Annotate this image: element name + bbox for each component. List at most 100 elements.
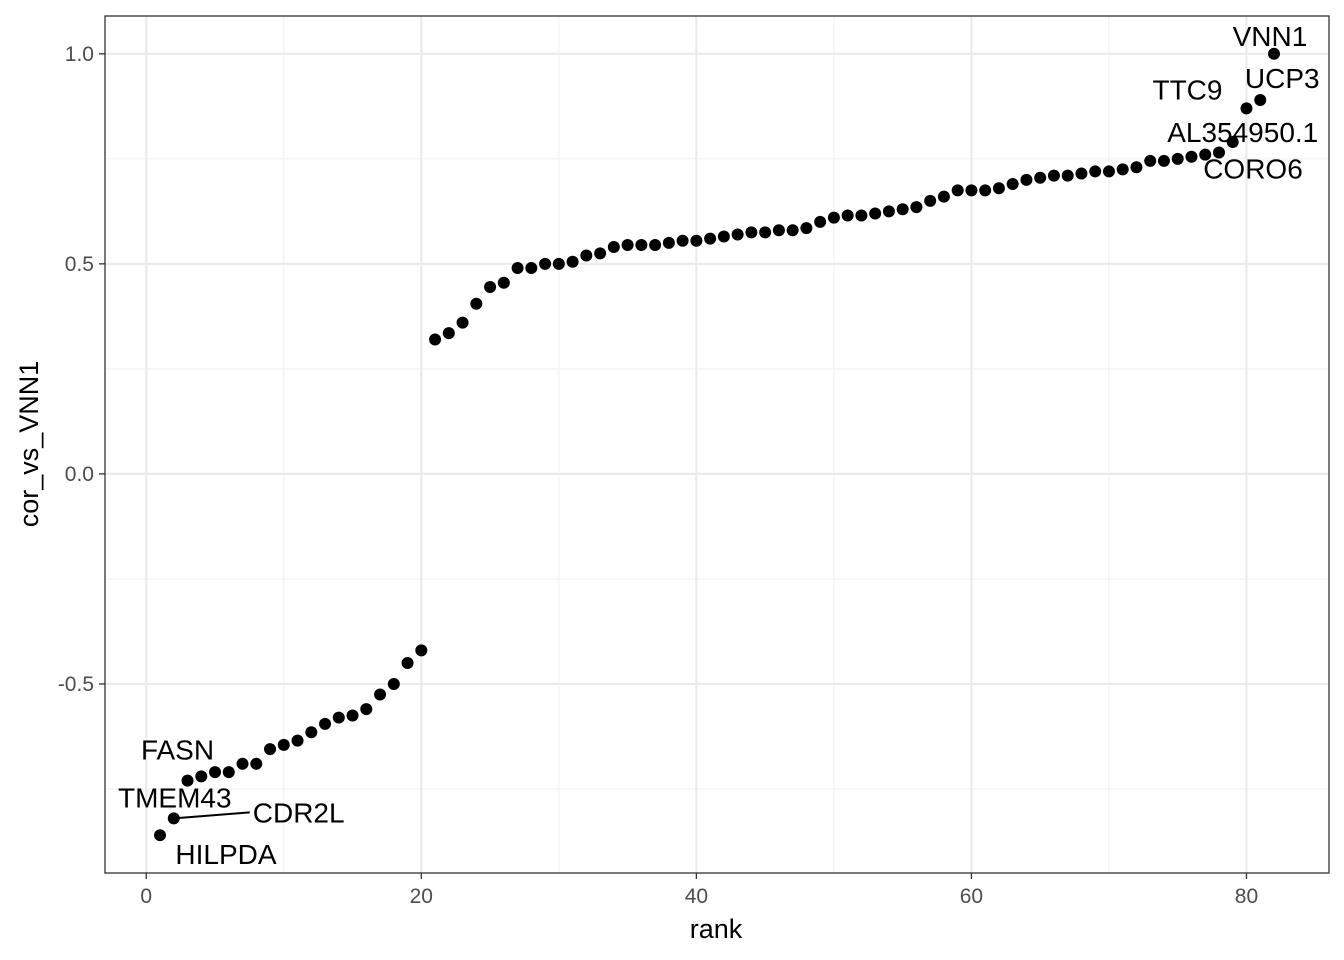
data-point [511,262,524,275]
x-tick-label: 20 [410,885,433,908]
data-point [759,226,772,239]
data-point [745,226,758,239]
data-point [1144,154,1157,167]
panel-border [104,15,1330,874]
data-point [717,230,730,243]
data-point [786,224,799,237]
data-point [621,238,634,251]
data-point [1061,169,1074,182]
data-point [415,644,428,657]
data-point [827,211,840,224]
x-tick-label: 40 [685,885,708,908]
point-label: UCP3 [1245,63,1320,94]
data-point [222,766,235,779]
data-point [484,280,497,293]
data-point [332,711,345,724]
data-point [566,255,579,268]
data-point [1130,161,1143,174]
point-label: CDR2L [253,797,345,828]
data-point [1102,165,1115,178]
data-point [346,709,359,722]
label-leader-lines [173,811,250,820]
data-point [704,232,717,245]
data-point [1171,152,1184,165]
label-leader-line [173,811,250,820]
x-tick-label: 60 [960,885,983,908]
data-point [951,184,964,197]
point-label: AL354950.1 [1167,117,1318,148]
data-point [855,209,868,222]
data-point [1185,150,1198,163]
point-label: TMEM43 [118,782,232,813]
data-point [456,316,469,329]
data-point [1116,163,1129,176]
x-axis: 0 20 40 60 80 [140,873,1258,908]
data-point [291,734,304,747]
y-axis-title: cor_vs_VNN1 [14,361,44,528]
data-point [869,207,882,220]
data-point [442,327,455,340]
data-point [910,201,923,214]
data-point [305,726,318,739]
data-point [924,194,937,207]
data-point [209,766,222,779]
data-point [264,743,277,756]
data-point [841,209,854,222]
data-point [676,234,689,247]
data-point [607,241,620,254]
x-tick-label: 0 [140,885,152,908]
y-tick-label: 1.0 [65,43,94,66]
point-label: FASN [141,735,214,766]
data-point [1075,167,1088,180]
data-point [360,703,373,716]
data-point [1240,102,1253,115]
data-point [429,333,442,346]
data-point [1089,165,1102,178]
data-point [1267,47,1280,60]
data-point [181,774,194,787]
y-axis: -0.5 0.0 0.5 1.0 [58,43,105,696]
point-labels: VNN1 UCP3 TTC9 AL354950.1 CORO6 FASN TMEM43 CDR… [118,21,1320,870]
data-point [580,249,593,262]
data-point [250,757,263,770]
x-tick-label: 80 [1235,885,1258,908]
point-label: CORO6 [1203,154,1303,185]
data-point [992,182,1005,195]
data-point [731,228,744,241]
data-point [195,770,208,783]
data-point [635,238,648,251]
data-point [1006,178,1019,191]
data-point [374,688,387,701]
data-point [882,205,895,218]
data-point [814,215,827,228]
data-point [800,222,813,235]
grid [105,16,1329,873]
data-point [1020,173,1033,186]
x-axis-title: rank [690,914,743,944]
data-point [1254,94,1267,107]
data-point [387,677,400,690]
data-point [525,262,538,275]
point-label: TTC9 [1152,74,1222,105]
data-point [937,190,950,203]
data-point [1034,171,1047,184]
data-point [236,757,249,770]
point-label: HILPDA [175,839,276,870]
data-point [979,184,992,197]
data-point [1047,169,1060,182]
data-point [497,276,510,289]
data-point [965,184,978,197]
y-tick-label: 0.5 [65,253,94,276]
data-point [594,247,607,260]
data-point [1199,148,1212,161]
data-points [154,47,1280,842]
data-point [539,257,552,270]
data-point [649,238,662,251]
point-label: VNN1 [1233,21,1308,52]
data-point [470,297,483,310]
data-point [1212,146,1225,159]
data-point [1226,136,1239,149]
data-point [154,829,167,842]
